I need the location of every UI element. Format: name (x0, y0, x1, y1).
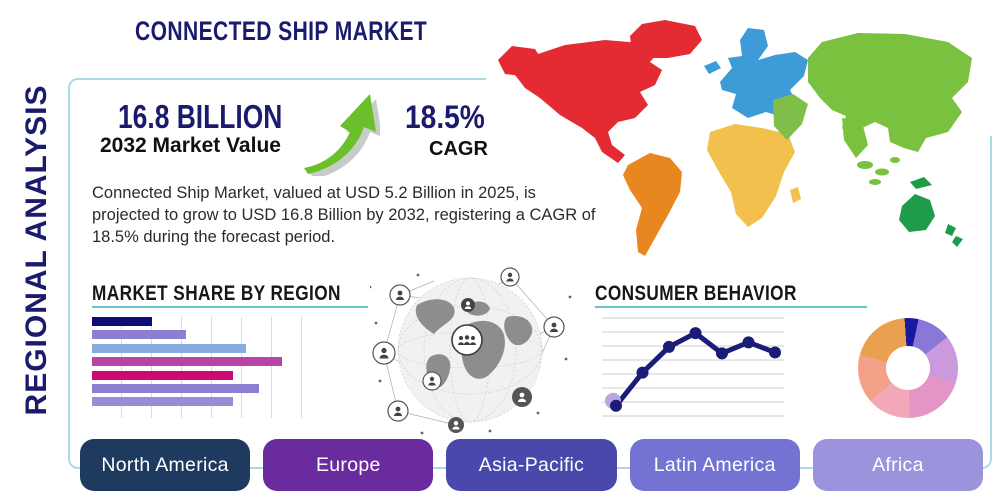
europe-shape (704, 28, 808, 118)
market-share-bar-2 (92, 330, 187, 340)
consumer-behavior-line-chart (602, 317, 784, 417)
page-title: CONNECTED SHIP MARKET (135, 16, 428, 46)
region-button-asia-pacific[interactable]: Asia-Pacific (446, 439, 617, 491)
region-button-north-america[interactable]: North America (80, 439, 251, 491)
region-button-europe[interactable]: Europe (263, 439, 434, 491)
region-button-row: North America Europe Asia-Pacific Latin Ame… (80, 439, 984, 491)
side-label: REGIONAL ANALYSIS (20, 84, 53, 416)
south-america-shape (623, 153, 682, 256)
market-share-bar-7 (92, 397, 234, 407)
market-share-bar-5 (92, 370, 234, 380)
network-node-icons (372, 267, 565, 433)
cagr-stat: 18.5% (405, 99, 485, 135)
market-share-underline (92, 306, 368, 308)
growth-arrow-up-icon (304, 94, 380, 176)
region-button-latin-america[interactable]: Latin America (629, 439, 800, 491)
market-share-bar-3 (92, 343, 247, 353)
cagr-caption: CAGR (429, 138, 488, 160)
market-share-bar-chart (92, 317, 306, 418)
market-value-stat: 16.8 BILLION (118, 98, 283, 135)
asia-shape (808, 33, 972, 185)
market-share-bar-1 (92, 317, 152, 326)
donut-hole (886, 346, 930, 390)
market-share-bar-6 (92, 383, 259, 393)
market-value-caption: 2032 Market Value (100, 134, 281, 157)
market-summary-text: Connected Ship Market, valued at USD 5.2… (92, 184, 596, 247)
market-share-bar-4 (92, 357, 283, 367)
region-button-africa[interactable]: Africa (812, 439, 984, 491)
africa-shape (707, 124, 801, 227)
middle-east-shape (773, 94, 808, 140)
north-america-shape (498, 20, 702, 163)
consumer-behavior-section-title: CONSUMER BEHAVIOR (595, 282, 797, 305)
consumer-behavior-underline (595, 306, 867, 308)
world-map (498, 20, 972, 256)
oceania-shape (899, 177, 963, 247)
market-share-section-title: MARKET SHARE BY REGION (92, 282, 341, 305)
globe-network-illustration (370, 267, 572, 435)
